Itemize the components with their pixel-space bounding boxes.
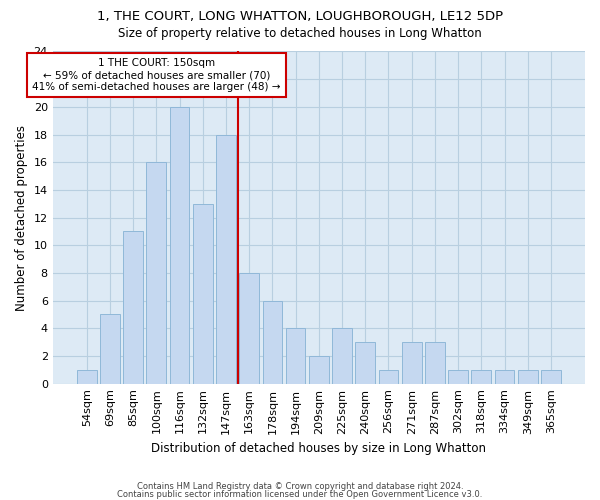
- Bar: [379, 370, 398, 384]
- Bar: [518, 370, 538, 384]
- Bar: [472, 370, 491, 384]
- Bar: [77, 370, 97, 384]
- Text: Contains HM Land Registry data © Crown copyright and database right 2024.: Contains HM Land Registry data © Crown c…: [137, 482, 463, 491]
- Bar: [355, 342, 375, 384]
- Bar: [146, 162, 166, 384]
- Bar: [170, 107, 190, 384]
- Bar: [123, 232, 143, 384]
- Text: Size of property relative to detached houses in Long Whatton: Size of property relative to detached ho…: [118, 28, 482, 40]
- Bar: [193, 204, 212, 384]
- Bar: [263, 300, 282, 384]
- Bar: [541, 370, 561, 384]
- Text: 1 THE COURT: 150sqm
← 59% of detached houses are smaller (70)
41% of semi-detach: 1 THE COURT: 150sqm ← 59% of detached ho…: [32, 58, 281, 92]
- Bar: [309, 356, 329, 384]
- Bar: [425, 342, 445, 384]
- Bar: [216, 134, 236, 384]
- Text: 1, THE COURT, LONG WHATTON, LOUGHBOROUGH, LE12 5DP: 1, THE COURT, LONG WHATTON, LOUGHBOROUGH…: [97, 10, 503, 23]
- Bar: [286, 328, 305, 384]
- Bar: [402, 342, 422, 384]
- X-axis label: Distribution of detached houses by size in Long Whatton: Distribution of detached houses by size …: [151, 442, 487, 455]
- Bar: [100, 314, 120, 384]
- Bar: [448, 370, 468, 384]
- Text: Contains public sector information licensed under the Open Government Licence v3: Contains public sector information licen…: [118, 490, 482, 499]
- Bar: [494, 370, 514, 384]
- Y-axis label: Number of detached properties: Number of detached properties: [15, 124, 28, 310]
- Bar: [332, 328, 352, 384]
- Bar: [239, 273, 259, 384]
